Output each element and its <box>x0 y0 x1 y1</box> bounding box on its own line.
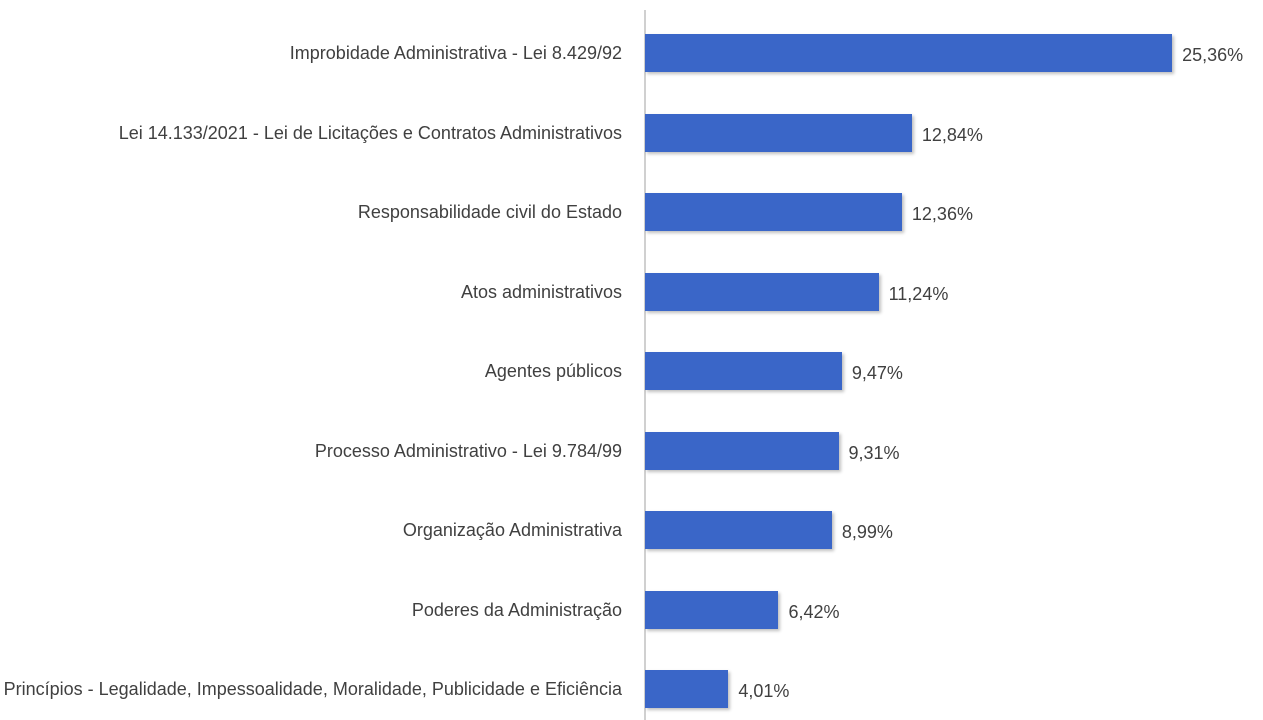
data-label: 6,42% <box>788 601 840 622</box>
data-label: 12,36% <box>911 204 973 224</box>
data-label: 9,31% <box>848 442 900 463</box>
bar <box>645 272 879 311</box>
data-label: 25,36% <box>1182 45 1244 65</box>
category-label: Agentes públicos <box>484 361 622 381</box>
bar <box>645 590 779 629</box>
bar <box>645 193 902 231</box>
category-label: Processo Administrativo - Lei 9.784/99 <box>314 440 622 461</box>
bar <box>645 511 832 549</box>
category-label: Lei 14.133/2021 - Lei de Licitações e Co… <box>118 122 622 143</box>
data-label: 8,99% <box>841 522 893 542</box>
bar <box>645 113 912 152</box>
category-label: Atos administrativos <box>460 281 622 302</box>
category-label: Princípios - Legalidade, Impessoalidade,… <box>3 679 622 699</box>
category-label: Poderes da Administração <box>411 599 622 620</box>
bar <box>645 670 729 708</box>
category-label: Organização Administrativa <box>402 520 622 540</box>
data-label: 11,24% <box>888 283 949 304</box>
data-label: 9,47% <box>851 363 903 383</box>
bar <box>645 34 1173 72</box>
bar <box>645 431 839 470</box>
data-label: 4,01% <box>738 681 790 701</box>
category-label: Improbidade Administrativa - Lei 8.429/9… <box>289 43 622 63</box>
category-label: Responsabilidade civil do Estado <box>357 202 622 222</box>
data-label: 12,84% <box>921 124 983 145</box>
bar <box>645 352 842 390</box>
